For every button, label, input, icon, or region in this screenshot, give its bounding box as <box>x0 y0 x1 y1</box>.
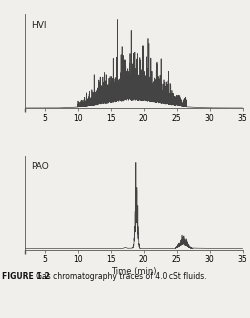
X-axis label: Time (min): Time (min) <box>111 267 156 276</box>
Text: PAO: PAO <box>32 162 49 171</box>
Text: Gas chromatography traces of 4.0 cSt fluids.: Gas chromatography traces of 4.0 cSt flu… <box>29 273 206 281</box>
Text: HVI: HVI <box>32 21 47 30</box>
Text: FIGURE 1.2: FIGURE 1.2 <box>2 273 50 281</box>
